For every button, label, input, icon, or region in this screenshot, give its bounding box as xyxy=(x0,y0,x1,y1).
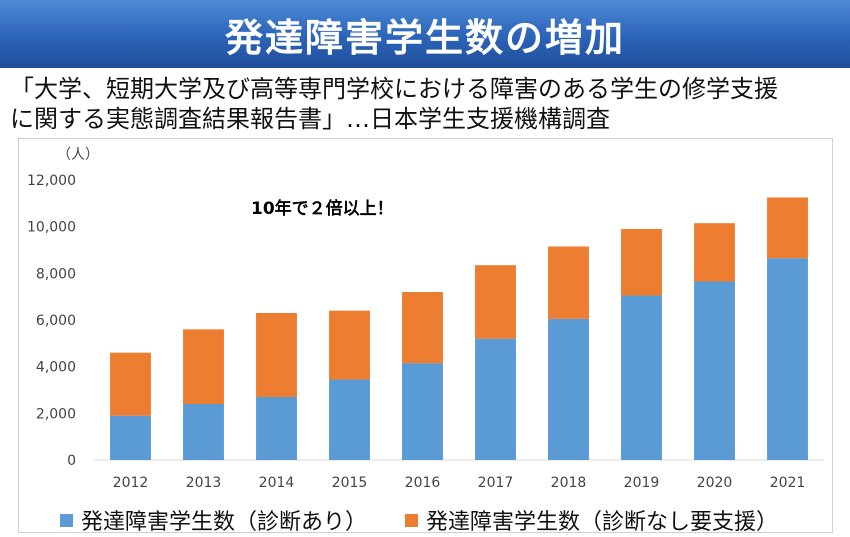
bar-chart: （人） 0 2,000 4,000 6,000 8,000 10,000 12,000 2012… xyxy=(27,147,824,491)
bar-undiagnosed xyxy=(402,292,443,364)
title-banner: 発達障害学生数の増加 xyxy=(0,0,850,68)
x-tick-label: 2021 xyxy=(770,475,806,491)
page-title: 発達障害学生数の増加 xyxy=(224,15,625,60)
bar-undiagnosed xyxy=(621,229,662,296)
bar-undiagnosed xyxy=(256,313,297,397)
x-tick-label: 2014 xyxy=(259,475,295,491)
bar-diagnosed xyxy=(183,404,224,460)
bar-diagnosed xyxy=(548,318,589,460)
y-tick-label: 10,000 xyxy=(27,220,76,236)
y-unit-label: （人） xyxy=(57,147,99,163)
bar-undiagnosed xyxy=(183,329,224,404)
x-tick-label: 2012 xyxy=(113,475,149,491)
x-tick-label: 2015 xyxy=(332,475,368,491)
bar-undiagnosed xyxy=(694,223,735,282)
legend-swatch-undiagnosed xyxy=(405,513,419,527)
legend-label-undiagnosed: 発達障害学生数（診断なし要支援） xyxy=(426,510,779,535)
x-tick-label: 2020 xyxy=(697,475,733,491)
y-tick-label: 12,000 xyxy=(27,173,76,189)
legend-item-diagnosed: 発達障害学生数（診断あり） xyxy=(60,504,367,536)
y-tick-label: 0 xyxy=(67,453,76,469)
y-tick-label: 8,000 xyxy=(36,266,76,282)
bar-diagnosed xyxy=(475,338,516,460)
x-tick-label: 2018 xyxy=(551,475,587,491)
chart-annotation: 10年で２倍以上！ xyxy=(251,198,394,219)
bar-diagnosed xyxy=(329,379,370,460)
subtitle-line-1: 「大学、短期大学及び高等専門学校における障害のある学生の修学支援 xyxy=(10,75,778,103)
bar-diagnosed xyxy=(256,397,297,460)
legend-label-diagnosed: 発達障害学生数（診断あり） xyxy=(81,510,368,535)
y-tick-label: 2,000 xyxy=(36,406,76,422)
x-tick-label: 2017 xyxy=(478,475,514,491)
x-tick-label: 2019 xyxy=(624,475,660,491)
subtitle-line-2: に関する実態調査結果報告書」…日本学生支援機構調査 xyxy=(10,105,610,133)
bar-undiagnosed xyxy=(548,246,589,319)
bar-diagnosed xyxy=(110,415,151,460)
legend-swatch-diagnosed xyxy=(60,513,73,527)
bar-undiagnosed xyxy=(329,310,370,380)
bar-undiagnosed xyxy=(110,352,151,416)
bar-undiagnosed xyxy=(767,197,808,259)
bar-diagnosed xyxy=(402,363,443,460)
bar-diagnosed xyxy=(767,258,808,460)
x-tick-label: 2013 xyxy=(186,475,222,491)
y-tick-label: 4,000 xyxy=(36,360,76,376)
bar-diagnosed xyxy=(694,281,735,460)
bar-diagnosed xyxy=(621,295,662,460)
chart-area: （人） 0 2,000 4,000 6,000 8,000 10,000 12,000 2012… xyxy=(18,138,833,533)
subtitle: 「大学、短期大学及び高等専門学校における障害のある学生の修学支援 に関する実態調… xyxy=(10,74,850,134)
legend: 発達障害学生数（診断あり） 発達障害学生数（診断なし要支援） xyxy=(60,504,816,536)
legend-item-undiagnosed: 発達障害学生数（診断なし要支援） xyxy=(405,504,778,536)
y-tick-label: 6,000 xyxy=(36,313,76,329)
bar-undiagnosed xyxy=(475,265,516,339)
x-tick-label: 2016 xyxy=(405,475,441,491)
